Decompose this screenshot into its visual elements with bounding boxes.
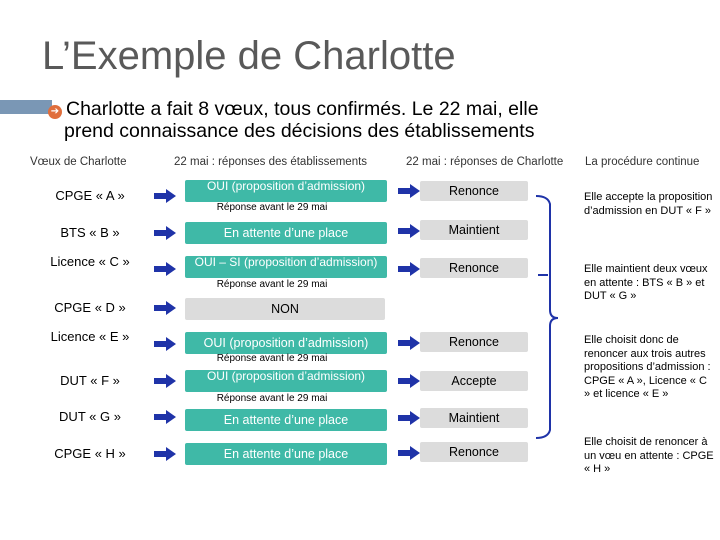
response-box: NON	[185, 298, 385, 320]
response-box: En attente d’une place	[185, 409, 387, 431]
procedure-note: Elle accepte la proposition d’admission …	[584, 191, 713, 217]
intro-line-1: Charlotte a fait 8 vœux, tous confirmés.…	[66, 98, 539, 120]
arrow-right-icon	[398, 411, 420, 425]
response-box: En attente d’une place	[185, 222, 387, 244]
arrow-right-icon	[154, 337, 176, 351]
wish-label: CPGE « D »	[54, 300, 126, 315]
response-box: OUI (proposition d’admission)	[185, 332, 387, 354]
response-box: OUI – SI (proposition d’admission)	[185, 256, 387, 278]
grouping-bracket	[535, 195, 559, 439]
response-deadline: Réponse avant le 29 mai	[216, 353, 328, 364]
procedure-note: Elle maintient deux vœux en attente : BT…	[584, 263, 708, 302]
response-box: En attente d’une place	[185, 443, 387, 465]
arrow-right-icon	[398, 224, 420, 238]
wish-label: Licence « E »	[50, 329, 130, 344]
arrow-right-icon	[398, 262, 420, 276]
wish-label: BTS « B »	[60, 225, 120, 240]
arrow-right-icon	[154, 189, 176, 203]
accent-bar	[0, 100, 52, 114]
decision-box: Renonce	[420, 442, 528, 462]
page-title: L’Exemple de Charlotte	[42, 34, 456, 78]
intro-text: ➔ Charlotte a fait 8 vœux, tous confirmés…	[48, 98, 718, 142]
header-procedure: La procédure continue	[585, 156, 700, 168]
intro-line-2: prend connaissance des décisions des éta…	[64, 120, 535, 142]
arrow-right-icon	[154, 226, 176, 240]
decision-box: Renonce	[420, 258, 528, 278]
wish-label: CPGE « A »	[55, 188, 125, 203]
wish-label: CPGE « H »	[54, 446, 126, 461]
response-deadline: Réponse avant le 29 mai	[216, 202, 328, 213]
response-deadline: Réponse avant le 29 mai	[216, 279, 328, 290]
arrow-right-icon	[154, 262, 176, 276]
wish-label: DUT « F »	[60, 373, 120, 388]
decision-box: Maintient	[420, 408, 528, 428]
procedure-note: Elle choisit de renoncer à un vœu en att…	[584, 436, 714, 475]
arrow-right-icon	[154, 374, 176, 388]
procedure-note: Elle choisit donc de renoncer aux trois …	[584, 334, 711, 400]
header-responses: 22 mai : réponses des établissements	[174, 156, 368, 168]
decision-box: Renonce	[420, 332, 528, 352]
response-box: OUI (proposition d’admission)	[185, 370, 387, 392]
decision-box: Renonce	[420, 181, 528, 201]
arrow-right-icon	[398, 336, 420, 350]
wish-label: DUT « G »	[59, 409, 121, 424]
decision-box: Maintient	[420, 220, 528, 240]
wish-label: Licence « C »	[50, 254, 130, 269]
header-wishes: Vœux de Charlotte	[30, 156, 127, 168]
arrow-bullet-icon: ➔	[48, 105, 62, 119]
header-decisions: 22 mai : réponses de Charlotte	[406, 156, 564, 168]
response-box: OUI (proposition d’admission)	[185, 180, 387, 202]
response-deadline: Réponse avant le 29 mai	[216, 393, 328, 404]
arrow-right-icon	[154, 410, 176, 424]
arrow-right-icon	[398, 184, 420, 198]
arrow-right-icon	[398, 374, 420, 388]
decision-box: Accepte	[420, 371, 528, 391]
arrow-right-icon	[398, 446, 420, 460]
arrow-right-icon	[154, 447, 176, 461]
arrow-right-icon	[154, 301, 176, 315]
